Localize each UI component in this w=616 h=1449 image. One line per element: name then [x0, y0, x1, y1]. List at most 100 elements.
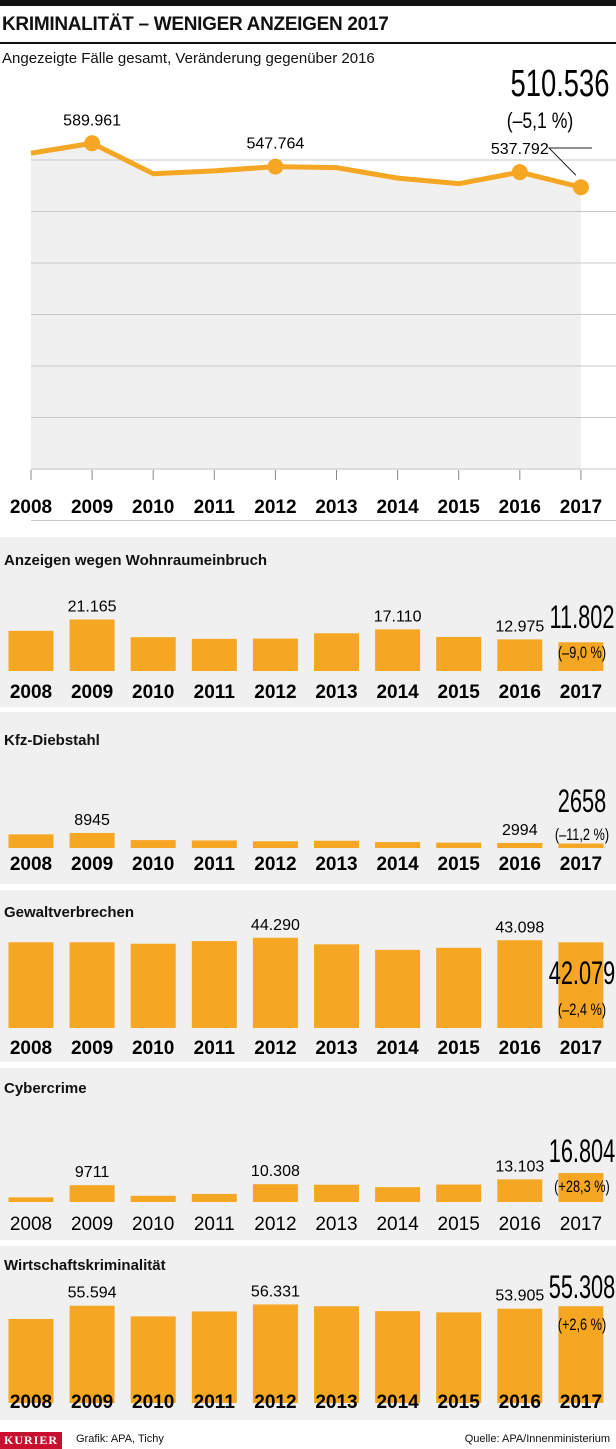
- x-tick-label: 2008: [10, 1214, 52, 1235]
- x-tick-label: 2011: [194, 1214, 235, 1235]
- source-note: Quelle: APA/Innenministerium: [464, 1433, 610, 1445]
- bar: [252, 1304, 298, 1403]
- data-label: 8945: [74, 812, 110, 829]
- x-tick-label: 2009: [71, 854, 113, 875]
- bar-chart: 2008 2009 2010 2011 2012 2013 2014 2015 2016 2017…: [8, 917, 616, 1059]
- data-label: 537.792: [491, 141, 549, 158]
- title-divider: [0, 42, 616, 44]
- bar: [558, 1172, 604, 1202]
- highlight-value: 55.308: [549, 1269, 616, 1305]
- x-tick-label: 2012: [254, 1392, 296, 1413]
- bar-chart: 2008 2009 2010 2011 2012 2013 2014 2015 2016 2017…: [8, 598, 615, 703]
- data-label: 55.594: [68, 1285, 117, 1302]
- data-label: 43.098: [495, 919, 544, 936]
- bar: [558, 843, 604, 848]
- data-point: [267, 158, 284, 175]
- x-tick-label: 2010: [132, 854, 174, 875]
- bar: [69, 832, 115, 848]
- data-label: 44.290: [251, 917, 300, 934]
- brand-logo: KURIER: [0, 1432, 63, 1449]
- panel-title: Cybercrime: [4, 1080, 87, 1097]
- bar: [375, 842, 421, 848]
- x-tick-label: 2013: [315, 1392, 357, 1413]
- bar: [314, 944, 359, 1028]
- bar-chart: 2008 2009 2010 2011 2012 2013 2014 2015 2016 2017…: [8, 783, 609, 875]
- x-tick-label: 2017: [560, 854, 602, 875]
- x-tick-label: 2010: [132, 1038, 174, 1059]
- plot-area: [31, 143, 581, 470]
- bar: [69, 942, 115, 1028]
- bar: [314, 1306, 359, 1403]
- bar: [191, 638, 237, 671]
- bar: [436, 1312, 482, 1403]
- x-tick-label: 2009: [71, 682, 113, 703]
- x-tick-label: 2015: [438, 682, 481, 703]
- top-rule: [0, 0, 616, 6]
- x-tick-label: 2017: [560, 1214, 602, 1235]
- bar: [497, 842, 543, 848]
- x-tick-label: 2013: [315, 1214, 357, 1235]
- bar-chart: 2008 2009 2010 2011 2012 2013 2014 2015 2016 2017…: [8, 1269, 616, 1413]
- x-tick-label: 2012: [254, 1038, 296, 1059]
- panel-background: [0, 712, 616, 884]
- highlight-value: 16.804: [549, 1133, 616, 1169]
- bar: [8, 1197, 54, 1202]
- x-tick-label: 2013: [315, 497, 357, 518]
- bar: [436, 947, 482, 1028]
- x-tick-label: 2015: [438, 854, 481, 875]
- panel-background: [0, 1068, 616, 1240]
- data-label: 10.308: [251, 1163, 300, 1180]
- x-tick-label: 2015: [438, 1214, 480, 1235]
- bar: [8, 630, 54, 671]
- data-label: 13.103: [495, 1158, 544, 1175]
- x-tick-label: 2013: [315, 682, 357, 703]
- highlight-value: 42.079: [549, 955, 616, 991]
- x-tick-label: 2017: [560, 1392, 602, 1413]
- x-tick-label: 2009: [71, 497, 113, 518]
- x-tick-label: 2012: [254, 682, 296, 703]
- bar: [69, 1305, 115, 1403]
- x-tick-label: 2013: [315, 854, 357, 875]
- bar: [252, 937, 298, 1028]
- bar: [8, 834, 54, 848]
- bar: [252, 638, 298, 671]
- x-tick-label: 2017: [560, 1038, 602, 1059]
- graphic-credit: Grafik: APA, Tichy: [76, 1433, 164, 1445]
- bar: [8, 1319, 54, 1403]
- bar: [375, 629, 421, 671]
- panel-title: Wirtschaftskriminalität: [4, 1257, 166, 1274]
- data-point-2017: [572, 179, 589, 196]
- bar: [191, 941, 237, 1028]
- data-label: 53.905: [495, 1288, 544, 1305]
- highlight-change: (–9,0 %): [558, 643, 606, 662]
- x-tick-label: 2010: [132, 682, 174, 703]
- x-tick-label: 2016: [499, 1214, 541, 1235]
- x-tick-label: 2011: [194, 497, 236, 518]
- x-tick-label: 2011: [194, 1392, 236, 1413]
- x-tick-label: 2014: [376, 1214, 419, 1235]
- data-label: 56.331: [251, 1283, 300, 1300]
- bar: [69, 1185, 115, 1202]
- x-tick-label: 2009: [71, 1214, 113, 1235]
- bar: [375, 949, 421, 1028]
- x-tick-label: 2012: [254, 854, 296, 875]
- callout-line: [547, 147, 592, 176]
- bar: [436, 842, 482, 848]
- bar: [314, 633, 359, 671]
- x-tick-label: 2008: [10, 1038, 52, 1059]
- bar: [497, 1179, 543, 1202]
- data-label: 589.961: [63, 112, 121, 129]
- x-tick-label: 2014: [376, 854, 419, 875]
- highlight-value: 510.536: [511, 63, 610, 105]
- x-tick-label: 2010: [132, 1214, 174, 1235]
- bar-chart: 2008 2009 2010 2011 2012 2013 2014 2015 2016 2017…: [8, 1133, 616, 1235]
- x-tick-label: 2014: [376, 682, 419, 703]
- highlight-value: 11.802: [550, 599, 615, 635]
- data-point: [511, 164, 528, 181]
- x-tick-label: 2008: [10, 854, 52, 875]
- x-tick-label: 2008: [10, 682, 52, 703]
- data-label: 21.165: [68, 598, 117, 615]
- x-tick-label: 2014: [376, 497, 419, 518]
- bar: [130, 1195, 176, 1202]
- highlight-change: (–5,1 %): [507, 109, 573, 133]
